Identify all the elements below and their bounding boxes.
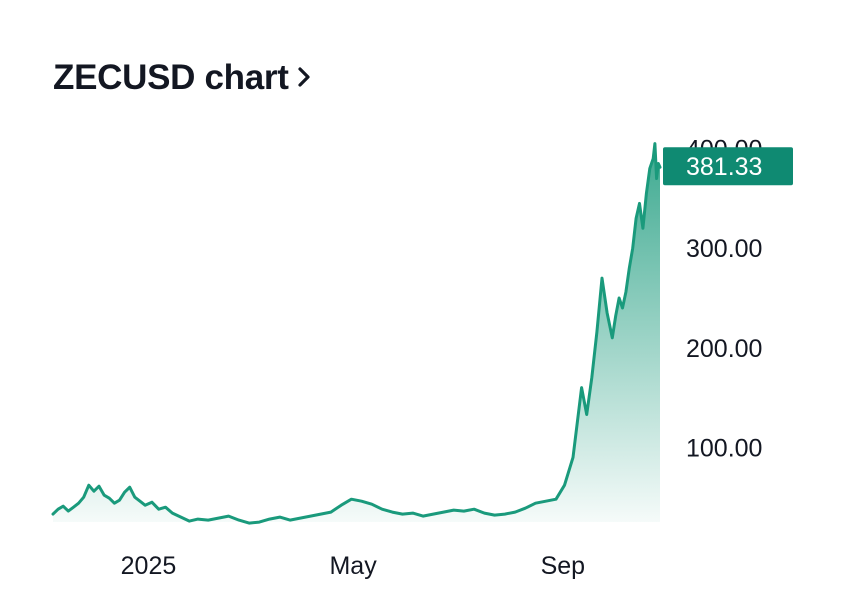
x-axis: 2025 May Sep [121,552,585,580]
x-tick-label: 2025 [121,552,177,580]
last-price-label: 381.33 [686,153,762,181]
y-tick-label: 300.00 [686,235,762,263]
y-tick-label: 200.00 [686,335,762,363]
chart-title: ZECUSD chart [53,58,289,97]
last-price-marker: 381.33 [663,147,793,186]
last-price-badge [663,147,793,186]
x-tick-label: Sep [541,552,585,580]
price-area-fill [53,143,660,524]
x-tick-label: May [329,552,377,580]
chevron-right-icon [297,66,311,93]
price-series-line [51,142,662,525]
y-tick-label: 100.00 [686,434,762,462]
chart-title-link[interactable]: ZECUSD chart [53,58,311,98]
